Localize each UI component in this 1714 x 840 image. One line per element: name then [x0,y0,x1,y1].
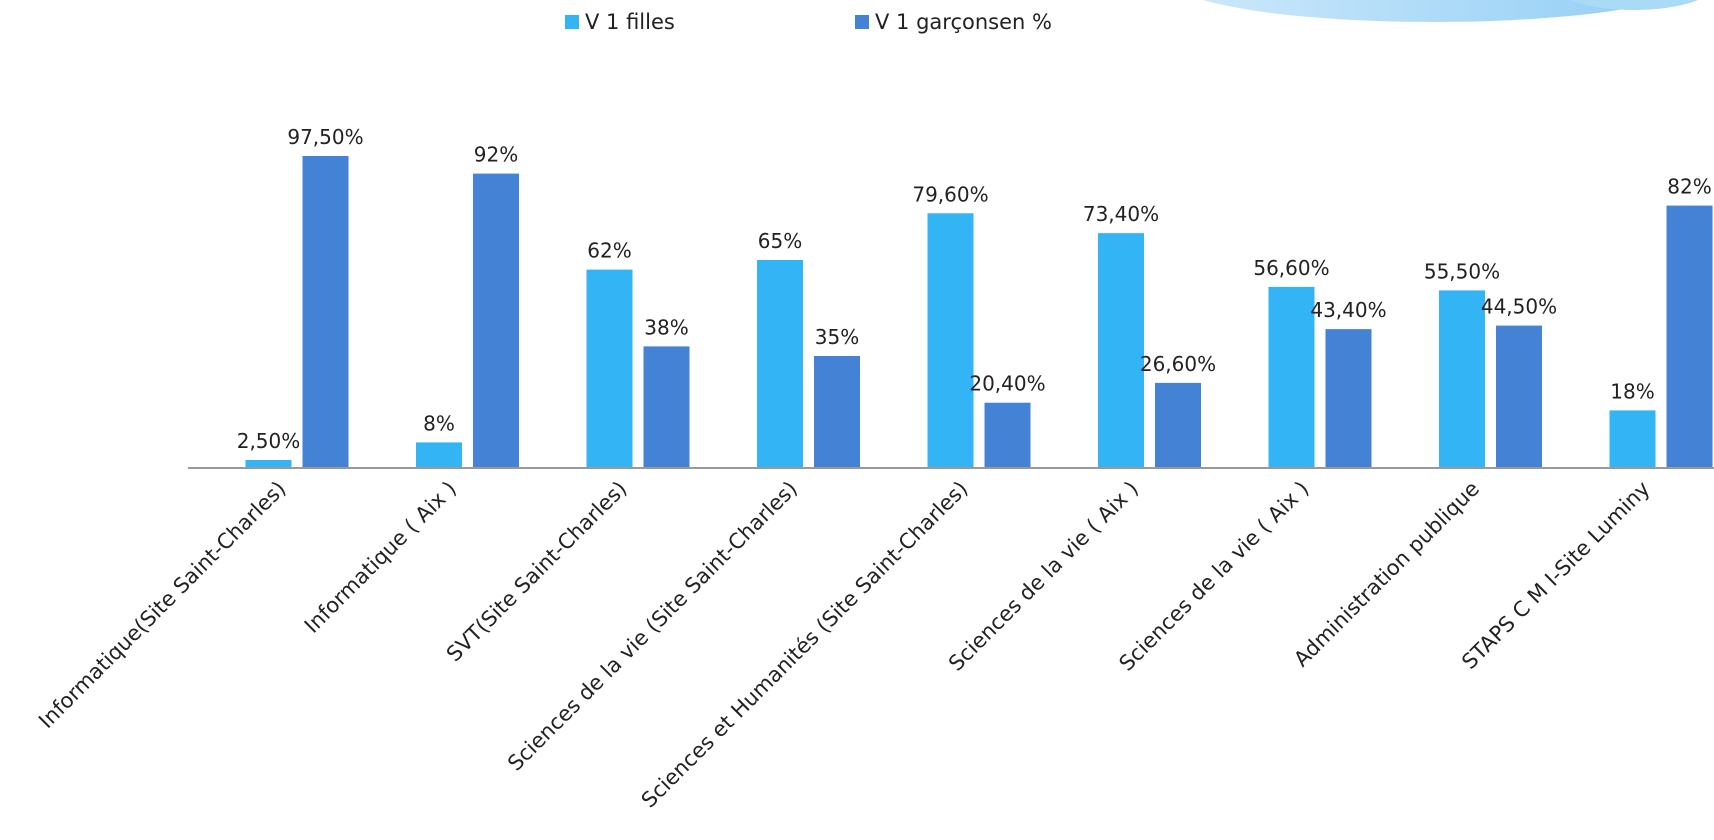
data-label: 55,50% [1424,259,1500,283]
data-label: 65% [758,229,802,253]
legend-swatch-filles [565,15,579,29]
data-label: 44,50% [1481,295,1557,319]
bar [416,442,462,468]
bar [1325,329,1372,468]
bar [473,173,519,468]
data-label: 56,60% [1253,256,1329,280]
bar [757,260,803,468]
bar [302,156,349,468]
category-label: Informatique(Site Saint-Charles) [34,477,290,733]
bar [1666,205,1713,468]
bar [984,402,1031,468]
decorative-swoosh-highlight [1554,0,1714,10]
legend-label-garcons: V 1 garçonsen % [875,10,1052,34]
legend-item-filles: V 1 filles [565,10,675,34]
category-label: Sciences de la vie ( Aix ) [1114,477,1313,676]
data-label: 97,50% [287,125,363,149]
bar [814,356,860,468]
legend-label-filles: V 1 filles [585,10,675,34]
data-label: 73,40% [1083,202,1159,226]
data-label: 18% [1610,379,1654,403]
category-label: Sciences de la vie ( Aix ) [944,477,1143,676]
bar [245,460,292,468]
data-label: 35% [815,325,859,349]
decorative-swoosh [1174,0,1694,22]
data-label: 38% [644,315,688,339]
data-label: 8% [423,411,455,435]
category-label: STAPS C M I-Site Luminy [1457,477,1654,674]
data-label: 79,60% [912,182,988,206]
bar [1439,290,1485,468]
bar [1155,382,1201,468]
data-label: 43,40% [1310,298,1386,322]
legend-item-garcons: V 1 garçonsen % [855,10,1052,34]
category-label: Administration publique [1289,477,1484,672]
bar [643,346,690,468]
category-label: Informatique ( Aix ) [300,477,461,638]
data-label: 82% [1667,175,1711,199]
data-label: 92% [474,143,518,167]
bar [1098,233,1144,468]
bar [1496,325,1542,468]
bar [1268,286,1315,468]
data-label: 26,60% [1140,352,1216,376]
legend-swatch-garcons [855,15,869,29]
data-label: 2,50% [237,429,301,453]
chart-legend: V 1 filles V 1 garçonsen % [0,10,1714,40]
bar [1609,410,1656,468]
data-label: 20,40% [969,372,1045,396]
category-label: Sciences et Humanités (Site Saint-Charle… [637,477,973,813]
category-label: Sciences de la vie (Site Saint-Charles) [503,477,802,776]
bar [927,213,974,468]
bar [586,269,633,468]
category-label: SVT(Site Saint-Charles) [442,477,632,667]
data-label: 62% [587,239,631,263]
